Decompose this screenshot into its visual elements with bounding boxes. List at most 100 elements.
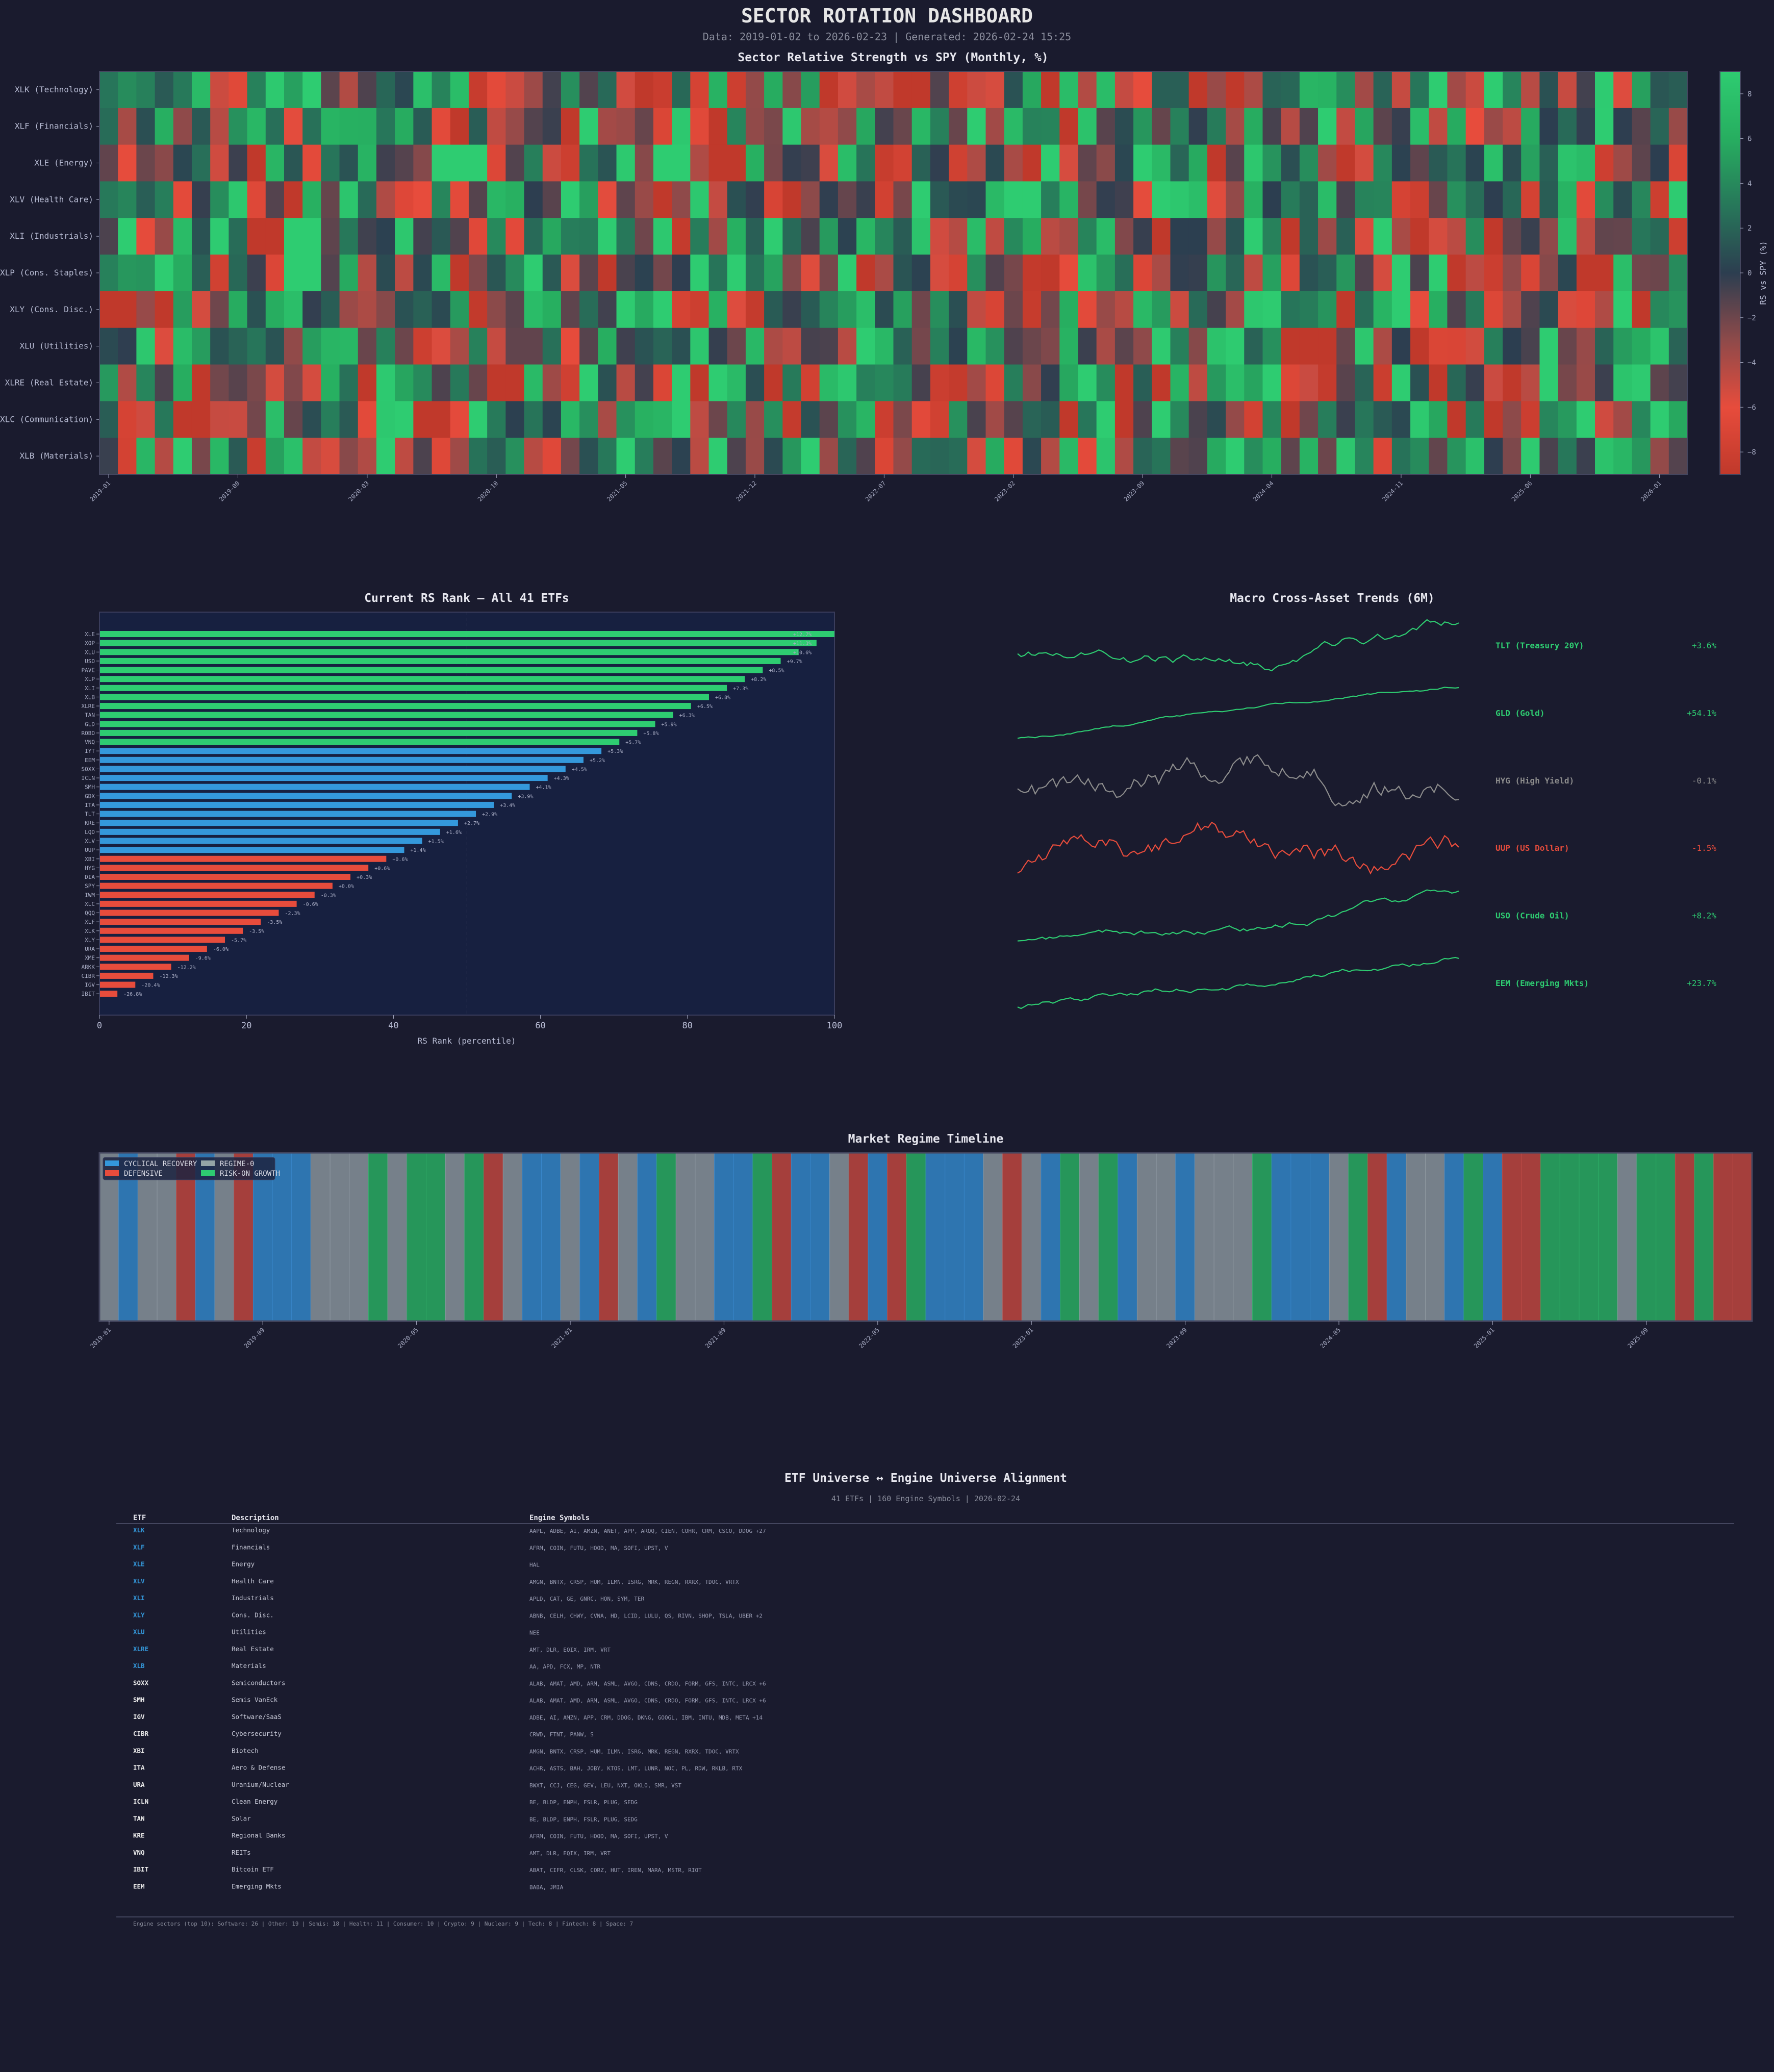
heatmap-cell [358,144,377,182]
rank-bar-xli [100,685,727,691]
heatmap-cell [911,144,931,182]
macro-sparkline [1017,889,1459,942]
macro-sparkline [1017,687,1459,739]
heatmap-cell [1503,438,1522,475]
heatmap-cell [1373,144,1392,182]
rank-bar-value: -26.8% [123,992,142,997]
heatmap-cell [173,181,192,218]
regime-month-block [195,1153,215,1321]
heatmap-cell [1114,71,1134,109]
heatmap-cell [468,108,488,145]
heatmap-cell [875,181,894,218]
heatmap-cell [672,108,691,145]
heatmap-cell [247,438,266,475]
rank-bar-gdx [100,793,512,799]
heatmap-cell [1078,364,1097,401]
heatmap-cell [321,108,340,145]
heatmap-cell [265,327,285,365]
heatmap-cell [690,255,709,292]
heatmap-cell [265,144,285,182]
heatmap-cell [1318,218,1337,255]
heatmap-cell [1447,401,1466,438]
heatmap-cell [1632,364,1651,401]
heatmap-cell [819,327,839,365]
heatmap-cell [1318,438,1337,475]
heatmap-cell [524,71,543,109]
macro-series-label: HYG (High Yield) [1496,776,1574,786]
heatmap-cell [1318,71,1337,109]
heatmap-row-label: XLI (Industrials) [10,231,93,241]
rank-bar-label: EEM [85,757,95,764]
heatmap-cell [745,364,765,401]
heatmap-cell [155,108,174,145]
heatmap-cell [395,108,414,145]
heatmap-cell [413,218,433,255]
rank-bar-tan [100,712,673,718]
heatmap-cell [1170,327,1189,365]
heatmap-cell [672,181,691,218]
heatmap-cell [173,364,192,401]
heatmap-cell [1355,255,1374,292]
regime-month-block [1502,1153,1522,1321]
rank-bar-label: IWM [85,892,95,898]
heatmap-cell [229,438,248,475]
heatmap-cell [690,218,709,255]
heatmap-cell [616,327,636,365]
regime-month-block [349,1153,369,1321]
heatmap-cell [1318,181,1337,218]
heatmap-cell [1668,327,1688,365]
heatmap-cell [1170,144,1189,182]
heatmap-cell [1484,438,1503,475]
heatmap-cell [1447,218,1466,255]
heatmap-cell [1373,401,1392,438]
rank-bar-value: +4.3% [554,776,569,781]
heatmap-cell [247,327,266,365]
regime-month-block [1579,1153,1599,1321]
heatmap-cell [1521,218,1540,255]
heatmap-cell [229,291,248,329]
heatmap-cell [653,218,672,255]
row-etf: XLK [133,1526,145,1534]
heatmap-cell [616,255,636,292]
heatmap-cell [395,291,414,329]
heatmap-cell [1391,401,1411,438]
rank-bar-cibr [100,972,154,979]
heatmap-cell [1207,144,1226,182]
heatmap-cell [838,218,857,255]
heatmap-cell [432,291,451,329]
row-engine-symbols: BE, BLDP, ENPH, FSLR, PLUG, SEDG [529,1816,638,1823]
heatmap-cell [1613,181,1632,218]
regime-month-block [272,1153,292,1321]
macro-series-label: TLT (Treasury 20Y) [1496,641,1584,650]
table-row: ITA Aero & Defense ACHR, ASTS, BAH, JOBY, … [133,1764,743,1772]
rank-bar-label: ITA [85,802,95,808]
heatmap-cell [302,144,321,182]
heatmap-cell [1004,218,1023,255]
regime-month-block [1329,1153,1349,1321]
heatmap-cell [561,438,580,475]
heatmap-cell [1299,438,1319,475]
heatmap-cell [191,71,211,109]
heatmap-cell [1391,438,1411,475]
heatmap-cell [376,438,395,475]
heatmap-cell [1262,255,1282,292]
row-etf: XLU [133,1628,145,1636]
heatmap-cell [1004,291,1023,329]
row-description: Solar [232,1814,251,1822]
heatmap-cell [395,327,414,365]
heatmap-cell [1244,71,1263,109]
rank-bar-label: IGV [85,982,95,989]
heatmap-cell [1521,327,1540,365]
heatmap-cell [745,401,765,438]
rank-bar-label: XLB [85,694,95,700]
regime-month-block [945,1153,965,1321]
legend-swatch [201,1160,215,1166]
heatmap-cell [1152,181,1171,218]
heatmap-cell [579,291,598,329]
heatmap-cell [819,438,839,475]
regime-month-block [1560,1153,1580,1321]
heatmap-cell [505,291,525,329]
heatmap-cell [930,108,949,145]
heatmap-cell [1668,144,1688,182]
heatmap-cell [136,218,156,255]
